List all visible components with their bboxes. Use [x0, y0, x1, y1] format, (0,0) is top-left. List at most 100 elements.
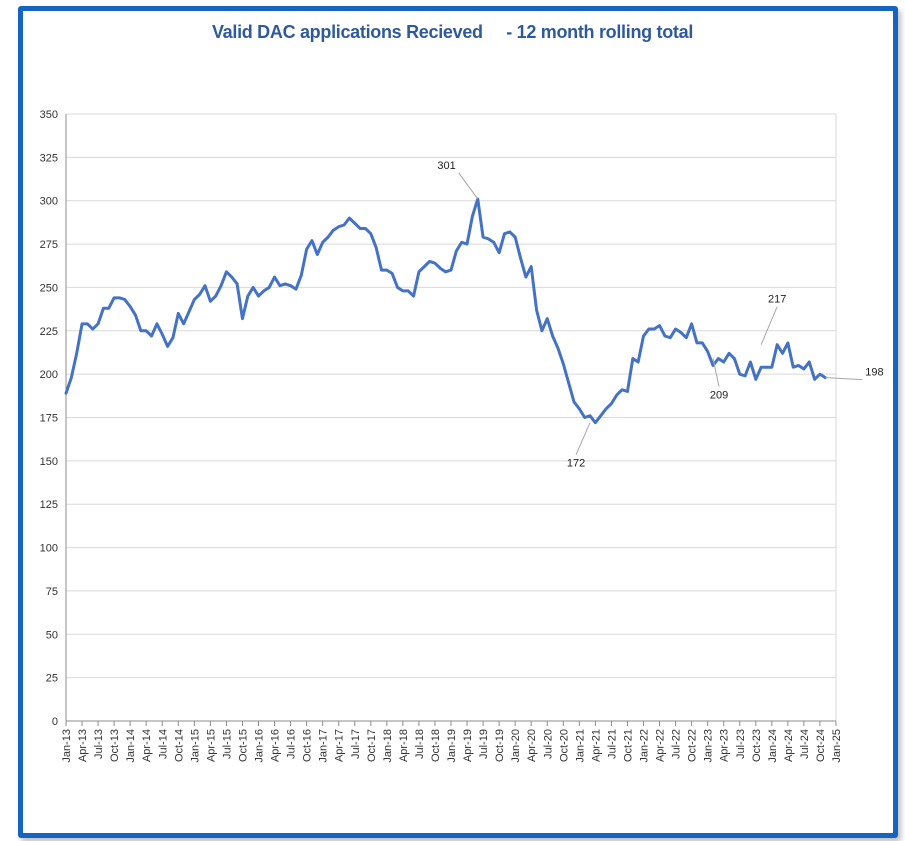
data-point	[390, 272, 394, 275]
x-tick-label: Jan-18	[382, 729, 394, 763]
y-tick-label: 250	[40, 282, 58, 294]
data-point	[118, 296, 121, 300]
x-tick-label: Oct-19	[494, 729, 506, 762]
y-axis-ticks: 0 25 50 75 100 125 150 175 200 225 250 275 300 325 350	[40, 109, 58, 728]
data-point	[530, 265, 533, 268]
data-point	[80, 322, 84, 326]
axes	[65, 113, 837, 722]
x-tick-label: Jul-22	[671, 729, 683, 759]
data-point	[636, 360, 640, 364]
data-point	[759, 366, 763, 369]
data-point	[604, 407, 608, 411]
chart-frame	[18, 6, 898, 838]
x-tick-label: Jan-14	[125, 729, 137, 763]
data-point	[706, 350, 709, 353]
x-tick-label: Oct-17	[366, 729, 378, 762]
data-point	[743, 374, 747, 378]
x-tick-label: Jul-13	[93, 729, 105, 759]
data-point	[738, 372, 741, 376]
data-point	[818, 372, 822, 376]
data-point	[631, 357, 635, 360]
data-point	[166, 345, 169, 348]
data-point	[161, 333, 164, 336]
x-tick-label: Jul-21	[606, 729, 618, 759]
data-point	[556, 346, 560, 350]
data-point	[193, 298, 196, 301]
x-tick-label: Apr-18	[398, 729, 410, 762]
data-point	[75, 352, 78, 355]
data-point	[219, 284, 223, 287]
data-point	[540, 329, 544, 332]
data-point	[449, 268, 453, 272]
x-axis-ticks: Jan-13 Apr-13 Jul-13 Oct-13 Jan-14 Apr-14 Jul-…	[61, 721, 843, 763]
annotation-leader	[760, 306, 778, 345]
data-point	[294, 287, 298, 291]
data-point	[380, 268, 383, 272]
data-point	[722, 360, 725, 364]
data-point	[310, 239, 314, 242]
x-tick-label: Jul-24	[799, 729, 811, 759]
data-point	[241, 317, 244, 320]
y-tick-label: 0	[52, 716, 58, 728]
data-point	[781, 352, 784, 355]
data-point	[792, 366, 795, 369]
x-tick-label: Jul-17	[350, 729, 362, 759]
data-point	[535, 308, 538, 312]
data-point	[364, 227, 367, 230]
data-point	[96, 322, 100, 326]
annotation-leader	[825, 377, 863, 381]
x-tick-label: Jan-24	[767, 729, 779, 763]
data-point	[695, 341, 699, 345]
data-point	[64, 392, 68, 395]
data-point	[679, 331, 683, 334]
x-tick-label: Apr-22	[655, 729, 667, 762]
data-point	[300, 274, 303, 277]
data-point	[492, 241, 495, 244]
data-point	[578, 407, 581, 411]
data-point	[289, 284, 292, 287]
y-tick-label: 175	[40, 413, 58, 425]
data-point	[444, 270, 447, 274]
data-point	[749, 360, 752, 364]
data-point	[658, 324, 661, 327]
data-point	[155, 322, 159, 326]
x-tick-label: Oct-13	[109, 729, 121, 762]
data-point	[481, 235, 485, 239]
annotation-label: 217	[768, 294, 786, 306]
data-point	[711, 364, 715, 367]
data-point	[546, 317, 549, 320]
x-tick-label: Apr-14	[141, 729, 153, 762]
x-tick-label: Jan-25	[831, 729, 843, 763]
data-point	[353, 222, 356, 225]
x-tick-label: Oct-14	[173, 729, 185, 762]
data-point	[187, 310, 191, 313]
chart-title: Valid DAC applications Recieved - 12 mon…	[211, 22, 694, 42]
data-point	[813, 378, 816, 381]
data-point	[551, 334, 554, 338]
data-point	[786, 341, 790, 345]
data-point	[145, 329, 148, 332]
data-point	[70, 376, 73, 379]
data-point	[487, 237, 490, 241]
data-point	[513, 235, 517, 239]
data-point	[246, 294, 250, 298]
data-point	[134, 313, 137, 317]
data-point	[594, 421, 597, 424]
annotation-leader	[575, 422, 591, 455]
x-tick-label: Oct-21	[622, 729, 634, 762]
series-layer	[64, 197, 827, 425]
data-point	[203, 284, 207, 287]
data-point	[727, 352, 731, 355]
x-tick-label: Apr-24	[783, 729, 795, 762]
data-point	[139, 329, 143, 332]
y-tick-label: 200	[40, 369, 58, 381]
data-point	[808, 360, 811, 364]
data-point	[412, 294, 415, 298]
data-point	[91, 327, 94, 331]
x-tick-label: Apr-13	[77, 729, 89, 762]
x-tick-label: Oct-15	[237, 729, 249, 762]
x-tick-label: Apr-15	[205, 729, 217, 762]
data-point	[775, 343, 779, 346]
data-point	[497, 251, 501, 254]
